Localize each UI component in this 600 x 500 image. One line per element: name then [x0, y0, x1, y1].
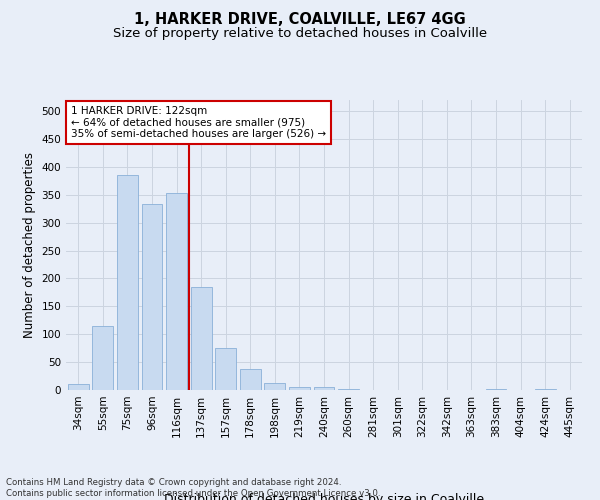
Bar [92, 326, 113, 390]
Bar [485, 389, 506, 390]
Y-axis label: Number of detached properties: Number of detached properties [23, 152, 36, 338]
Bar [142, 204, 163, 390]
Text: 1 HARKER DRIVE: 122sqm
← 64% of detached houses are smaller (975)
35% of semi-de: 1 HARKER DRIVE: 122sqm ← 64% of detached… [71, 106, 326, 139]
Bar [314, 387, 334, 390]
Bar [240, 369, 261, 390]
Bar [191, 287, 212, 390]
Text: 1, HARKER DRIVE, COALVILLE, LE67 4GG: 1, HARKER DRIVE, COALVILLE, LE67 4GG [134, 12, 466, 28]
Text: Contains HM Land Registry data © Crown copyright and database right 2024.
Contai: Contains HM Land Registry data © Crown c… [6, 478, 380, 498]
X-axis label: Distribution of detached houses by size in Coalville: Distribution of detached houses by size … [164, 492, 484, 500]
Bar [68, 384, 89, 390]
Bar [289, 386, 310, 390]
Bar [117, 176, 138, 390]
Text: Size of property relative to detached houses in Coalville: Size of property relative to detached ho… [113, 28, 487, 40]
Bar [535, 389, 556, 390]
Bar [265, 384, 286, 390]
Bar [166, 193, 187, 390]
Bar [215, 348, 236, 390]
